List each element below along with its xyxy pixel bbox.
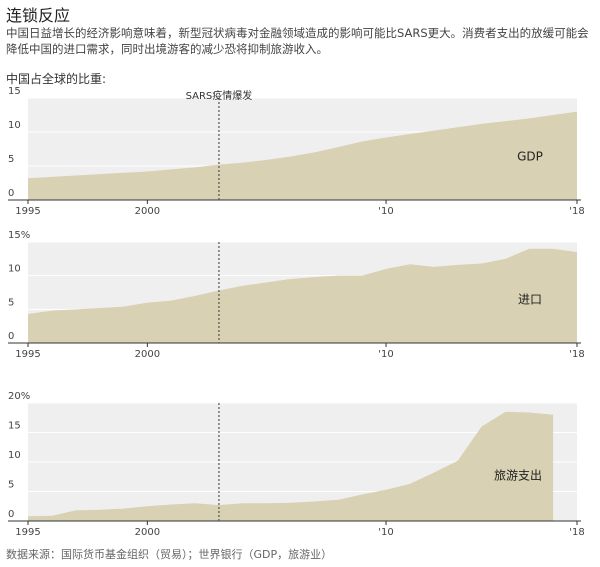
source: 数据来源：国际货币基金组织（贸易）；世界银行（GDP，旅游业） (6, 548, 333, 561)
area (28, 111, 577, 200)
annotation: SARS疫情爆发 (186, 89, 253, 102)
x-tick-label: 1995 (15, 527, 40, 538)
y-tick-label: 10 (8, 264, 21, 275)
series-label: 进口 (518, 293, 542, 307)
y-tick-label: 0 (8, 509, 14, 520)
x-tick-label: '18 (569, 527, 584, 538)
x-tick-label: '18 (569, 206, 584, 217)
y-tick-label: 15 (8, 86, 21, 97)
description: 中国日益增长的经济影响意味着，新型冠状病毒对金融领域造成的影响可能比SARS更大… (6, 26, 589, 56)
x-tick-label: 1995 (15, 206, 40, 217)
y-tick-label: 5 (8, 480, 14, 491)
x-tick-label: 2000 (135, 349, 160, 360)
series-label: 旅游支出 (494, 469, 542, 483)
x-tick-label: '10 (378, 527, 393, 538)
y-tick-label: 15 (8, 421, 21, 432)
y-tick-label: 10 (8, 450, 21, 461)
x-tick-label: '10 (378, 349, 393, 360)
y-tick-label: 15% (8, 230, 30, 241)
y-tick-label: 10 (8, 120, 21, 131)
x-tick-label: '18 (569, 349, 584, 360)
y-tick-label: 0 (8, 188, 14, 199)
y-tick-label: 5 (8, 154, 14, 165)
x-tick-label: 2000 (135, 206, 160, 217)
title: 连锁反应 (6, 6, 71, 25)
y-tick-label: 5 (8, 297, 14, 308)
x-tick-label: '10 (378, 206, 393, 217)
x-tick-label: 1995 (15, 349, 40, 360)
y-tick-label: 0 (8, 331, 14, 342)
area (28, 411, 554, 521)
area (28, 248, 577, 343)
x-tick-label: 2000 (135, 527, 160, 538)
series-label: GDP (517, 150, 543, 164)
subtitle: 中国占全球的比重: (6, 72, 107, 86)
y-tick-label: 20% (8, 391, 30, 402)
